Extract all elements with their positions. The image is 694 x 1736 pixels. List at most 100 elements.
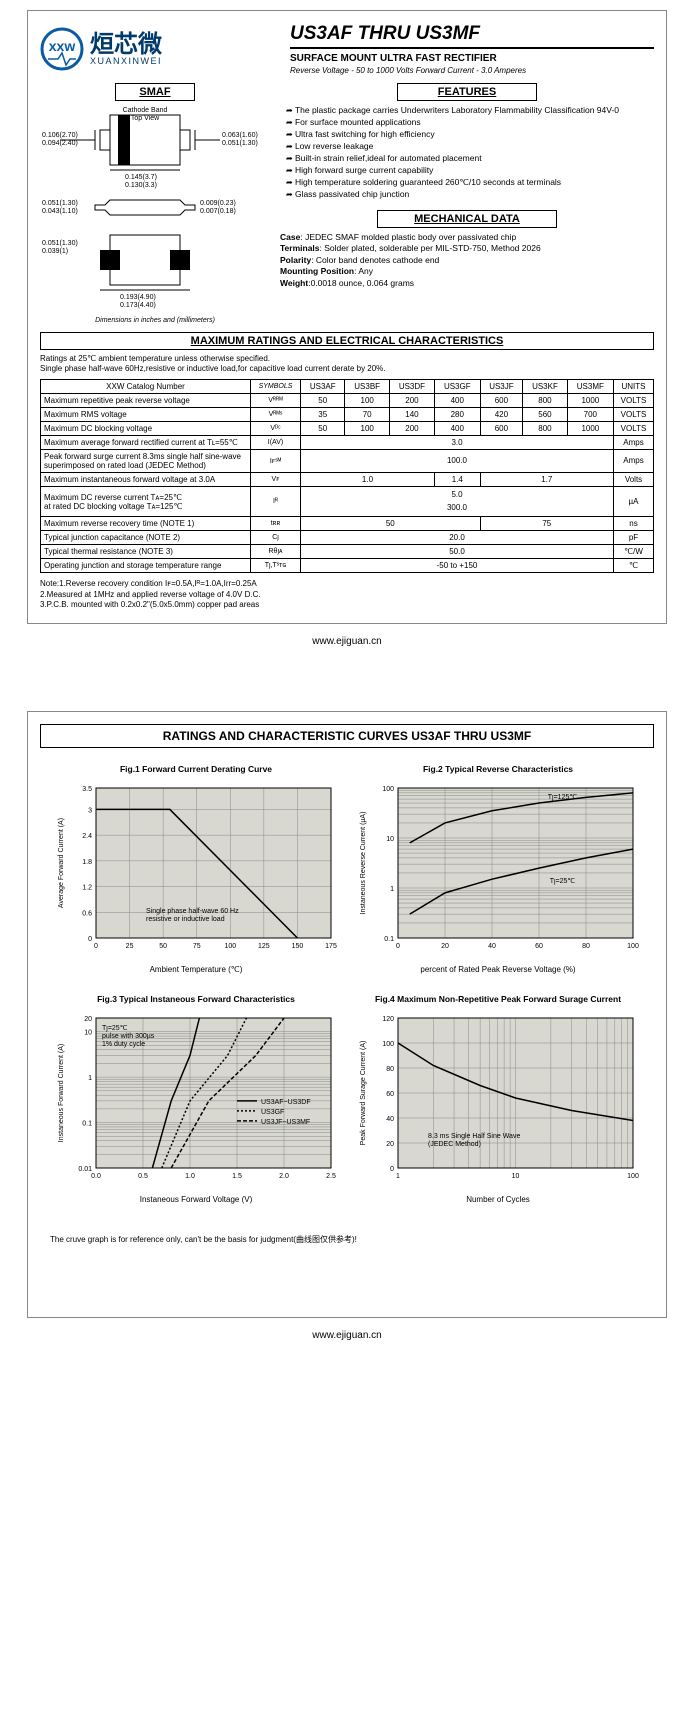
charts-grid: Fig.1 Forward Current Derating Curve 025… [40, 764, 654, 1204]
svg-text:0.1: 0.1 [384, 936, 394, 943]
svg-text:Single phase half-wave 60 Hz: Single phase half-wave 60 Hz [146, 908, 239, 915]
ratings-notes: Note:1.Reverse recovery condition Iꜰ=0.5… [40, 579, 654, 610]
svg-text:175: 175 [325, 943, 337, 950]
ratings-heading: MAXIMUM RATINGS AND ELECTRICAL CHARACTER… [40, 332, 654, 350]
dim-c: 0.145(3.7) [125, 174, 157, 181]
page2-note: The cruve graph is for reference only, c… [50, 1234, 644, 1245]
svg-text:10: 10 [84, 1029, 92, 1036]
feature-item: Built-in strain relief,ideal for automat… [286, 153, 654, 164]
dim-b: 0.063(1.60) [222, 132, 258, 139]
fig1: Fig.1 Forward Current Derating Curve 025… [50, 764, 342, 974]
logo-en: XUANXINWEI [90, 57, 162, 66]
svg-text:Instaneous Reverse Current (µA: Instaneous Reverse Current (µA) [360, 811, 367, 914]
feature-item: For surface mounted applications [286, 117, 654, 128]
svg-text:25: 25 [126, 943, 134, 950]
header: xxw 烜芯微 XUANXINWEI US3AF THRU US3MF SURF… [40, 23, 654, 75]
right-col: FEATURES The plastic package carries Und… [280, 83, 654, 324]
feature-item: Glass passivated chip junction [286, 189, 654, 200]
svg-text:0.6: 0.6 [82, 910, 92, 917]
svg-text:0.01: 0.01 [78, 1166, 92, 1173]
fig2: Fig.2 Typical Reverse Characteristics 02… [352, 764, 644, 974]
svg-text:8.3 ms Single Half Sine Wave: 8.3 ms Single Half Sine Wave [428, 1133, 520, 1140]
fig3: Fig.3 Typical Instaneous Forward Charact… [50, 994, 342, 1204]
dim-e: 0.009(0.23) [200, 200, 236, 207]
svg-text:120: 120 [382, 1016, 394, 1023]
svg-text:0.051(1.30): 0.051(1.30) [222, 140, 258, 147]
svg-text:US3JF~US3MF: US3JF~US3MF [261, 1118, 310, 1125]
svg-text:20: 20 [441, 943, 449, 950]
svg-text:1: 1 [396, 1173, 400, 1180]
svg-text:US3GF: US3GF [261, 1108, 284, 1115]
svg-text:1% duty cycle: 1% duty cycle [102, 1041, 145, 1048]
svg-text:0.130(3.3): 0.130(3.3) [125, 182, 157, 189]
feature-item: Low reverse leakage [286, 141, 654, 152]
svg-text:pulse with 300µs: pulse with 300µs [102, 1033, 155, 1040]
svg-text:1.8: 1.8 [82, 858, 92, 865]
page-2: RATINGS AND CHARACTERISTIC CURVES US3AF … [27, 711, 667, 1318]
svg-text:Instaneous Forward Current (A): Instaneous Forward Current (A) [58, 1043, 65, 1141]
title-sub: SURFACE MOUNT ULTRA FAST RECTIFIER [290, 53, 654, 64]
svg-text:100: 100 [627, 943, 639, 950]
feature-item: The plastic package carries Underwriters… [286, 105, 654, 116]
svg-text:US3AF~US3DF: US3AF~US3DF [261, 1098, 311, 1105]
svg-text:40: 40 [488, 943, 496, 950]
mechanical-heading: MECHANICAL DATA [377, 210, 557, 228]
svg-text:1: 1 [390, 886, 394, 893]
feature-item: High temperature soldering guaranteed 26… [286, 177, 654, 188]
fig4: Fig.4 Maximum Non-Repetitive Peak Forwar… [352, 994, 644, 1204]
svg-text:0: 0 [390, 1166, 394, 1173]
ratings-table: XXW Catalog Number SYMBOLS US3AF US3BF U… [40, 379, 654, 574]
svg-text:100: 100 [627, 1173, 639, 1180]
dim-g: 0.193(4.90) [120, 294, 156, 301]
svg-text:100: 100 [382, 1041, 394, 1048]
svg-text:75: 75 [193, 943, 201, 950]
svg-text:60: 60 [386, 1091, 394, 1098]
feature-item: Ultra fast switching for high efficiency [286, 129, 654, 140]
logo-cn: 烜芯微 [90, 33, 162, 57]
svg-text:0.173(4.40): 0.173(4.40) [120, 302, 156, 309]
svg-text:125: 125 [258, 943, 270, 950]
smaf-section: SMAF Cathode Band Top View 0.106(2.70) 0… [40, 83, 270, 324]
dim-d: 0.051(1.30) [42, 200, 78, 207]
svg-text:(JEDEC Method): (JEDEC Method) [428, 1141, 481, 1148]
cathode-label: Cathode Band [123, 107, 168, 114]
svg-text:150: 150 [292, 943, 304, 950]
title-main: US3AF THRU US3MF [290, 23, 654, 49]
svg-text:1.5: 1.5 [232, 1173, 242, 1180]
svg-text:100: 100 [382, 786, 394, 793]
title-block: US3AF THRU US3MF SURFACE MOUNT ULTRA FAS… [290, 23, 654, 75]
svg-text:100: 100 [224, 943, 236, 950]
svg-text:3: 3 [88, 807, 92, 814]
footer-url-1: www.ejiguan.cn [0, 632, 694, 651]
svg-text:0: 0 [396, 943, 400, 950]
svg-text:0.007(0.18): 0.007(0.18) [200, 208, 236, 215]
svg-text:1.2: 1.2 [82, 884, 92, 891]
package-diagram: Cathode Band Top View 0.106(2.70) 0.094(… [40, 105, 270, 315]
svg-text:Average Forward Current (A): Average Forward Current (A) [58, 817, 65, 907]
mechanical-data: Case: JEDEC SMAF molded plastic body ove… [280, 232, 654, 289]
svg-text:Top View: Top View [131, 115, 160, 122]
svg-text:60: 60 [535, 943, 543, 950]
svg-text:20: 20 [386, 1141, 394, 1148]
svg-text:2.4: 2.4 [82, 833, 92, 840]
svg-text:10: 10 [512, 1173, 520, 1180]
svg-text:0.0: 0.0 [91, 1173, 101, 1180]
smaf-heading: SMAF [115, 83, 195, 101]
svg-text:80: 80 [582, 943, 590, 950]
svg-text:Peak Forward Surage Current (A: Peak Forward Surage Current (A) [360, 1040, 367, 1145]
svg-text:0: 0 [88, 936, 92, 943]
svg-text:1: 1 [88, 1075, 92, 1082]
ratings-intro: Ratings at 25℃ ambient temperature unles… [40, 354, 654, 375]
dims-note: Dimensions in inches and (millimeters) [40, 317, 270, 324]
svg-text:Tȷ=25℃: Tȷ=25℃ [102, 1025, 128, 1032]
svg-text:0: 0 [94, 943, 98, 950]
dim-f: 0.051(1.30) [42, 240, 78, 247]
svg-text:2.0: 2.0 [279, 1173, 289, 1180]
svg-text:0.039(1): 0.039(1) [42, 248, 68, 255]
page-1: xxw 烜芯微 XUANXINWEI US3AF THRU US3MF SURF… [27, 10, 667, 624]
svg-text:Tȷ=125℃: Tȷ=125℃ [548, 794, 578, 801]
svg-text:resistive or inductive load: resistive or inductive load [146, 916, 225, 923]
logo-icon: xxw [40, 27, 84, 71]
svg-text:10: 10 [386, 836, 394, 843]
content-row: SMAF Cathode Band Top View 0.106(2.70) 0… [40, 83, 654, 324]
